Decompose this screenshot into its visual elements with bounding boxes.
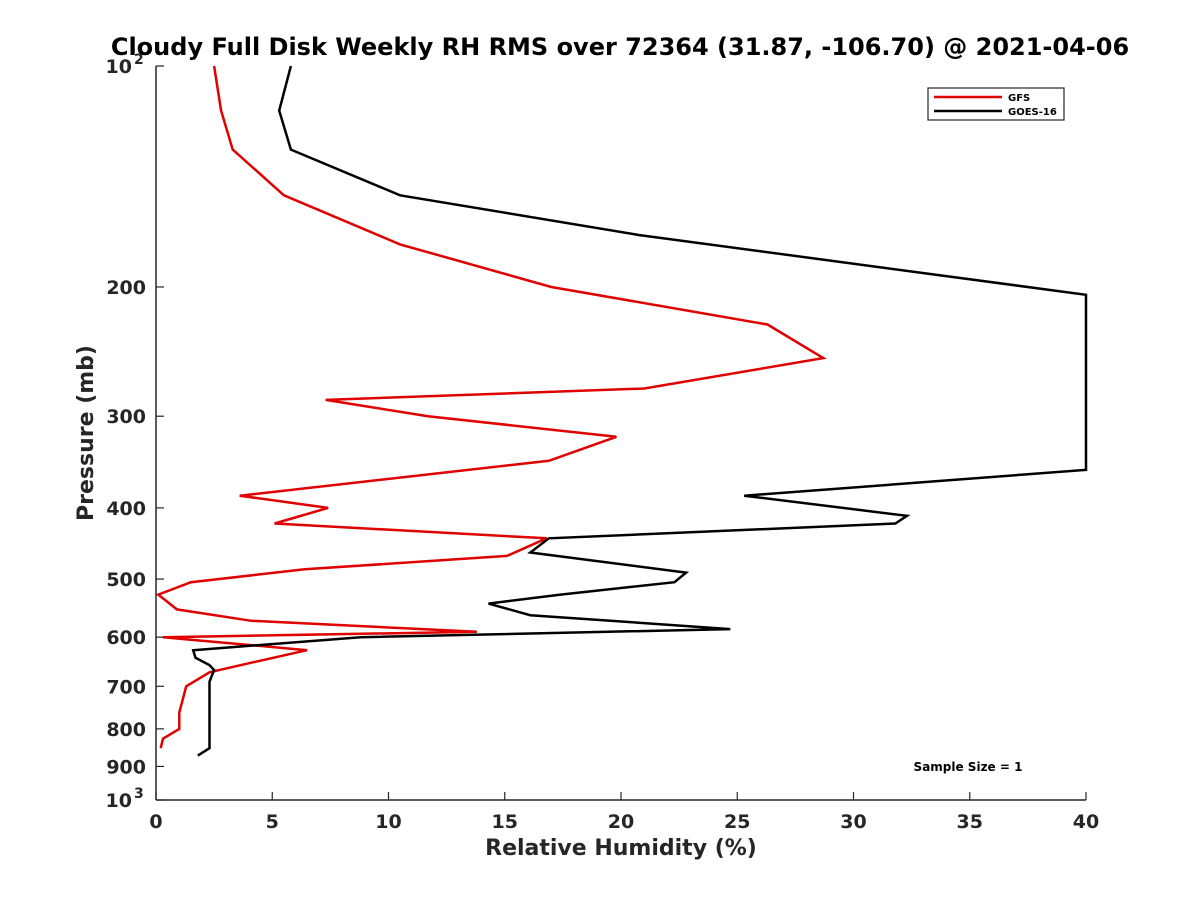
legend-box	[927, 87, 1065, 121]
x-axis-label: Relative Humidity (%)	[485, 836, 757, 861]
chart-title: Cloudy Full Disk Weekly RH RMS over 7236…	[111, 33, 1129, 61]
y-tick-label: 10	[106, 56, 132, 78]
y-tick-label: 400	[106, 498, 146, 520]
y-tick-label: 500	[106, 569, 146, 591]
x-tick-label: 30	[840, 811, 866, 833]
y-tick-label: 900	[106, 756, 146, 778]
plot-area	[156, 66, 1086, 800]
y-tick-exponent: 2	[134, 52, 144, 68]
series-line-gfs	[155, 65, 827, 749]
y-tick-label: 600	[106, 627, 146, 649]
x-tick-label: 20	[608, 811, 634, 833]
y-tick-label: 800	[106, 719, 146, 741]
x-axis-ticks: 0 5 10 15 20 25 30 35 40	[149, 792, 1099, 833]
x-tick-label: 5	[266, 811, 279, 833]
y-tick-label: 10	[106, 790, 132, 812]
x-tick-label: 10	[375, 811, 401, 833]
x-tick-label: 0	[149, 811, 162, 833]
y-tick-label: 200	[106, 277, 146, 299]
x-tick-label: 25	[724, 811, 750, 833]
series-line-goes16	[191, 65, 1088, 757]
x-tick-label: 15	[492, 811, 518, 833]
y-tick-exponent: 3	[134, 786, 144, 802]
sample-size-annotation: Sample Size = 1	[914, 760, 1023, 774]
plot-lines	[155, 65, 1088, 757]
x-tick-label: 35	[957, 811, 983, 833]
legend-label-goes16: GOES-16	[1008, 107, 1057, 118]
y-tick-label: 300	[106, 406, 146, 428]
x-tick-label: 40	[1073, 811, 1099, 833]
y-tick-label: 700	[106, 676, 146, 698]
legend-label-gfs: GFS	[1008, 93, 1030, 104]
legend: GFS GOES-16	[927, 87, 1065, 121]
y-axis-label: Pressure (mb)	[74, 345, 99, 521]
